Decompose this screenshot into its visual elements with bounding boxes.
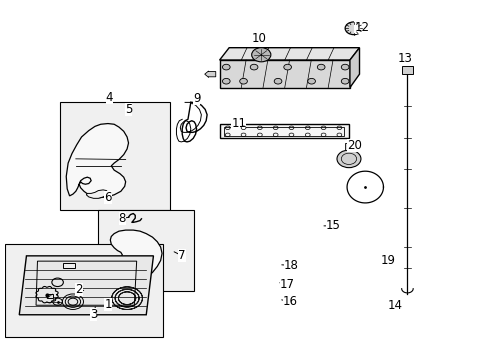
Text: 12: 12 — [354, 21, 368, 34]
Bar — [63, 262, 75, 268]
Polygon shape — [106, 230, 162, 288]
Circle shape — [307, 78, 315, 84]
Bar — [345, 143, 352, 150]
Text: 10: 10 — [251, 32, 266, 45]
Bar — [98, 210, 194, 291]
Text: 3: 3 — [90, 308, 97, 321]
Text: 8: 8 — [119, 212, 126, 225]
Polygon shape — [19, 256, 153, 315]
Polygon shape — [349, 48, 359, 87]
Text: 13: 13 — [397, 52, 412, 65]
Text: 19: 19 — [380, 254, 395, 267]
Circle shape — [341, 64, 348, 70]
Circle shape — [239, 78, 247, 84]
Circle shape — [274, 78, 281, 84]
Circle shape — [336, 150, 360, 168]
Polygon shape — [219, 48, 359, 60]
Circle shape — [341, 78, 348, 84]
Circle shape — [222, 64, 230, 70]
Bar — [60, 102, 170, 210]
Text: 14: 14 — [387, 299, 402, 312]
Polygon shape — [219, 60, 349, 87]
Text: 11: 11 — [231, 117, 246, 130]
FancyArrow shape — [204, 71, 215, 77]
Text: 7: 7 — [178, 249, 185, 262]
Text: 16: 16 — [282, 295, 297, 308]
Polygon shape — [66, 123, 128, 198]
Circle shape — [222, 78, 230, 84]
Bar — [401, 66, 412, 74]
Text: 15: 15 — [325, 219, 340, 232]
Polygon shape — [86, 190, 108, 198]
Text: 9: 9 — [192, 93, 200, 105]
Circle shape — [317, 64, 325, 70]
Circle shape — [283, 64, 291, 70]
Text: 4: 4 — [105, 91, 113, 104]
Polygon shape — [219, 124, 348, 138]
Circle shape — [251, 48, 270, 62]
Text: 18: 18 — [284, 259, 298, 272]
Text: 5: 5 — [124, 103, 132, 116]
Text: 20: 20 — [346, 139, 362, 152]
Text: 17: 17 — [280, 278, 295, 291]
Bar — [5, 243, 163, 337]
Circle shape — [250, 64, 257, 70]
Text: 1: 1 — [104, 298, 111, 311]
Text: 6: 6 — [104, 191, 111, 204]
Bar — [47, 294, 53, 298]
Text: 2: 2 — [75, 283, 83, 296]
Circle shape — [345, 22, 362, 35]
